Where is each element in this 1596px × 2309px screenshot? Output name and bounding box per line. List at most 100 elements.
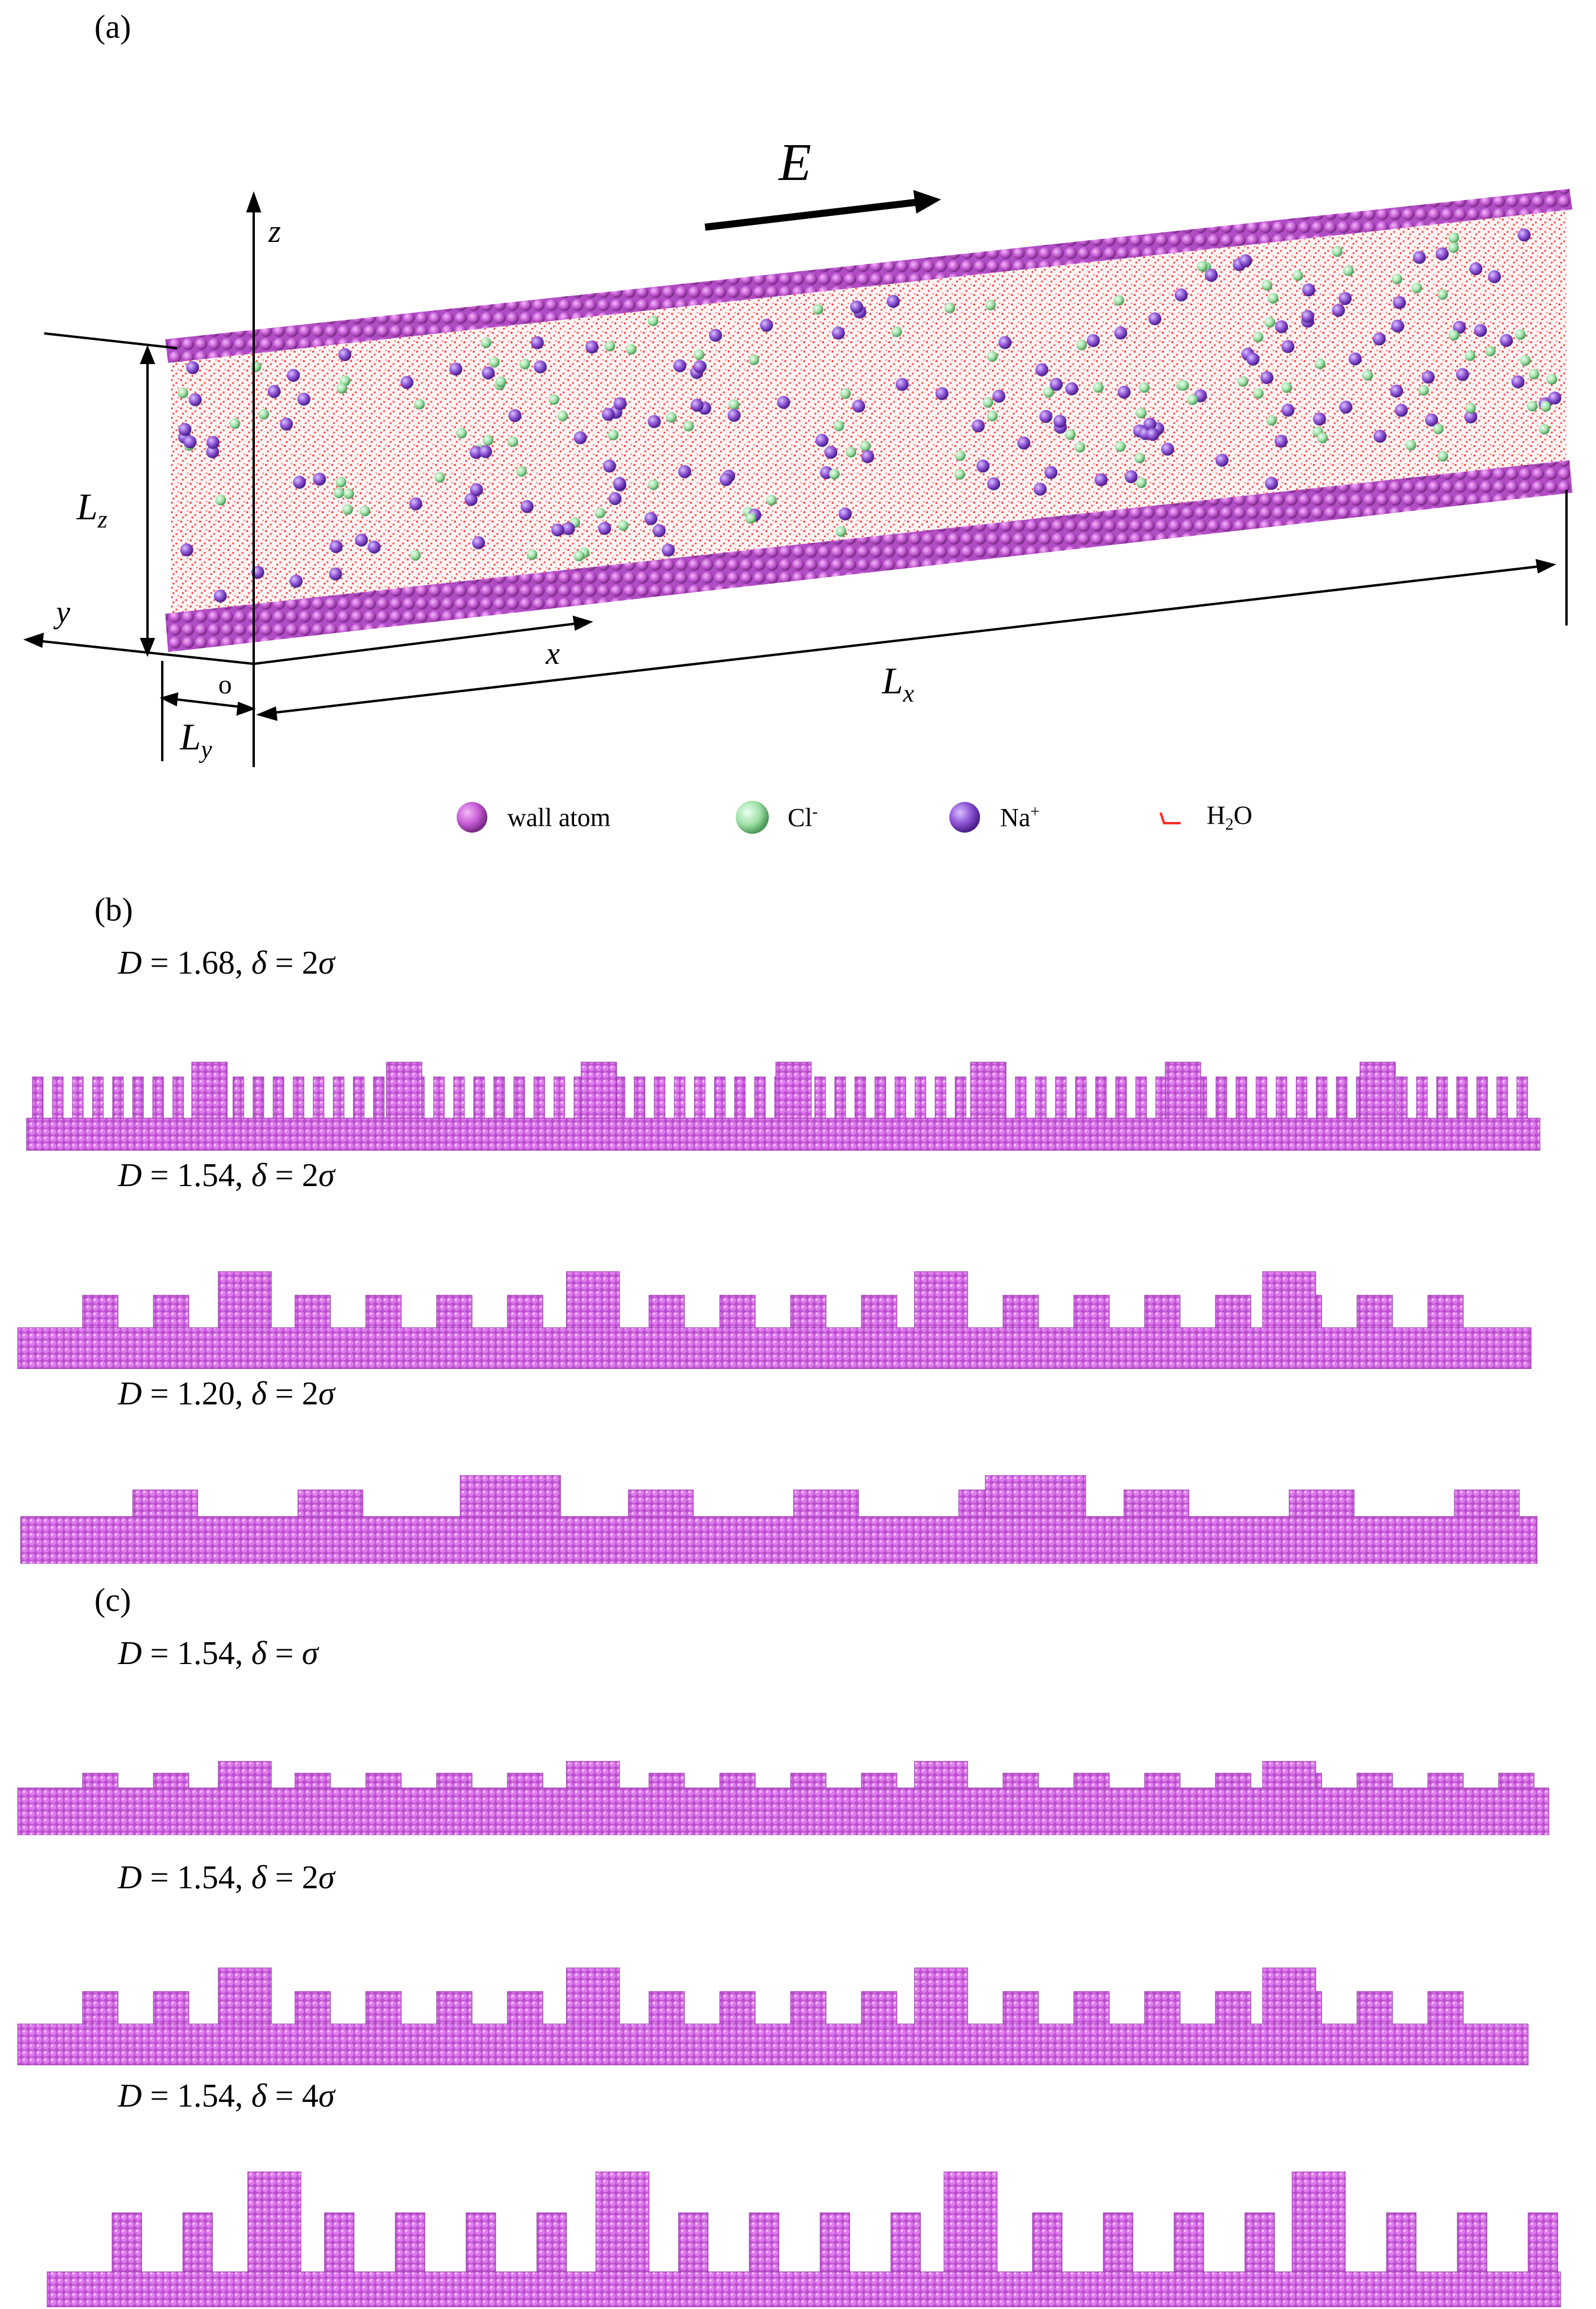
cl-ion: [1267, 293, 1279, 304]
na-ion: [693, 360, 706, 374]
x-axis-label: x: [545, 636, 560, 671]
na-ion: [1436, 247, 1449, 261]
legend-item-wall: wall atom: [454, 800, 611, 835]
panel-b-label: (b): [94, 892, 133, 928]
roughness-block: [566, 1967, 620, 2025]
roughness-post: [507, 1991, 543, 2025]
cl-ion: [489, 356, 500, 368]
roughness-block: [985, 1475, 1086, 1517]
cl-ion: [410, 550, 421, 561]
roughness-post: [493, 1076, 505, 1119]
na-ion: [214, 589, 227, 602]
roughness-post: [152, 1076, 164, 1119]
roughness-block: [218, 1761, 272, 1789]
na-ion: [719, 473, 733, 486]
field-arrow: [704, 198, 921, 231]
na-ion: [661, 543, 675, 557]
na-ion: [1205, 268, 1218, 282]
roughness-post: [453, 1076, 465, 1119]
top-wall: [165, 189, 1572, 363]
roughness-post: [861, 1295, 897, 1328]
cl-ion: [595, 507, 606, 519]
roughness-post: [1528, 2212, 1558, 2272]
na-ion: [1474, 324, 1487, 338]
na-ion: [608, 492, 622, 505]
roughness-post: [1144, 1295, 1181, 1328]
na-ion: [1548, 391, 1562, 405]
cl-ion: [1405, 440, 1417, 451]
roughness-post: [1316, 1076, 1328, 1119]
cl-ion: [625, 343, 637, 355]
cl-ion: [1317, 433, 1328, 444]
roughness-post: [694, 1076, 706, 1119]
field-arrowhead: [913, 190, 941, 214]
roughness-block: [914, 1967, 968, 2025]
roughness-post: [1015, 1076, 1027, 1119]
roughness-post: [1144, 1991, 1181, 2025]
na-ion: [1487, 270, 1501, 283]
na-ion: [678, 465, 692, 479]
cl-ion: [648, 479, 659, 490]
roughness-post: [1256, 1076, 1267, 1119]
roughness-post: [507, 1773, 543, 1789]
cl-ion: [1391, 273, 1402, 284]
roughness-post: [1427, 1991, 1464, 2025]
roughness-post: [1276, 1076, 1287, 1119]
cl-ion: [1315, 358, 1326, 369]
ly-dimension-line: [165, 697, 251, 709]
roughness-post: [436, 1991, 473, 2025]
field-label: E: [778, 133, 811, 192]
roughness-post: [1356, 1295, 1393, 1328]
na-ion: [1275, 320, 1288, 333]
na-ion: [598, 522, 611, 535]
roughness-post: [92, 1076, 104, 1119]
roughness-post: [82, 1773, 119, 1789]
na-ion: [355, 533, 368, 547]
roughness-post: [1427, 1295, 1464, 1328]
na-ion: [972, 419, 985, 433]
roughness-post: [714, 1076, 726, 1119]
na-ion: [1053, 415, 1067, 428]
na-ion: [479, 445, 492, 458]
cl-ion: [1539, 424, 1550, 435]
na-ion: [409, 497, 422, 510]
cl-ion: [618, 520, 629, 531]
roughness-post: [648, 1773, 685, 1789]
na-ion: [287, 369, 300, 382]
cl-ion: [1187, 394, 1198, 405]
na-ion: [690, 398, 704, 412]
cl-ion: [1134, 453, 1145, 464]
na-ion: [1469, 262, 1483, 276]
cl-ion: [1437, 451, 1448, 462]
roughness-post: [153, 1991, 189, 2025]
na-ion: [760, 319, 774, 332]
origin-label: o: [218, 669, 232, 699]
roughness-post: [82, 1991, 119, 2025]
roughness-post: [790, 1295, 827, 1328]
wall-base: [17, 1327, 1532, 1369]
roughness-post: [365, 1991, 402, 2025]
na-ion: [852, 399, 866, 413]
cl-ion: [483, 435, 494, 446]
na-ion: [1143, 417, 1156, 431]
roughness-post: [313, 1076, 325, 1119]
roughness-post: [1215, 1773, 1251, 1789]
cl-ion: [1520, 355, 1531, 366]
na-ion: [850, 300, 863, 314]
cl-ion: [1448, 232, 1459, 244]
z-axis-arrowhead: [246, 191, 261, 212]
na-ion: [1456, 368, 1469, 381]
roughness-post: [395, 2212, 425, 2272]
cl-ion: [1074, 441, 1086, 453]
cl-ion: [573, 551, 585, 562]
legend-label-cl: Cl-: [788, 802, 818, 832]
na-ion: [815, 434, 829, 447]
na-ion: [602, 408, 615, 421]
cl-ion: [557, 411, 568, 421]
legend-item-water: H2O: [1153, 800, 1253, 835]
cl-ion: [519, 358, 530, 369]
cl-ion: [414, 398, 425, 410]
rough-wall-c3: [47, 2172, 1561, 2307]
roughness-post: [52, 1076, 64, 1119]
na-ion: [186, 361, 199, 374]
